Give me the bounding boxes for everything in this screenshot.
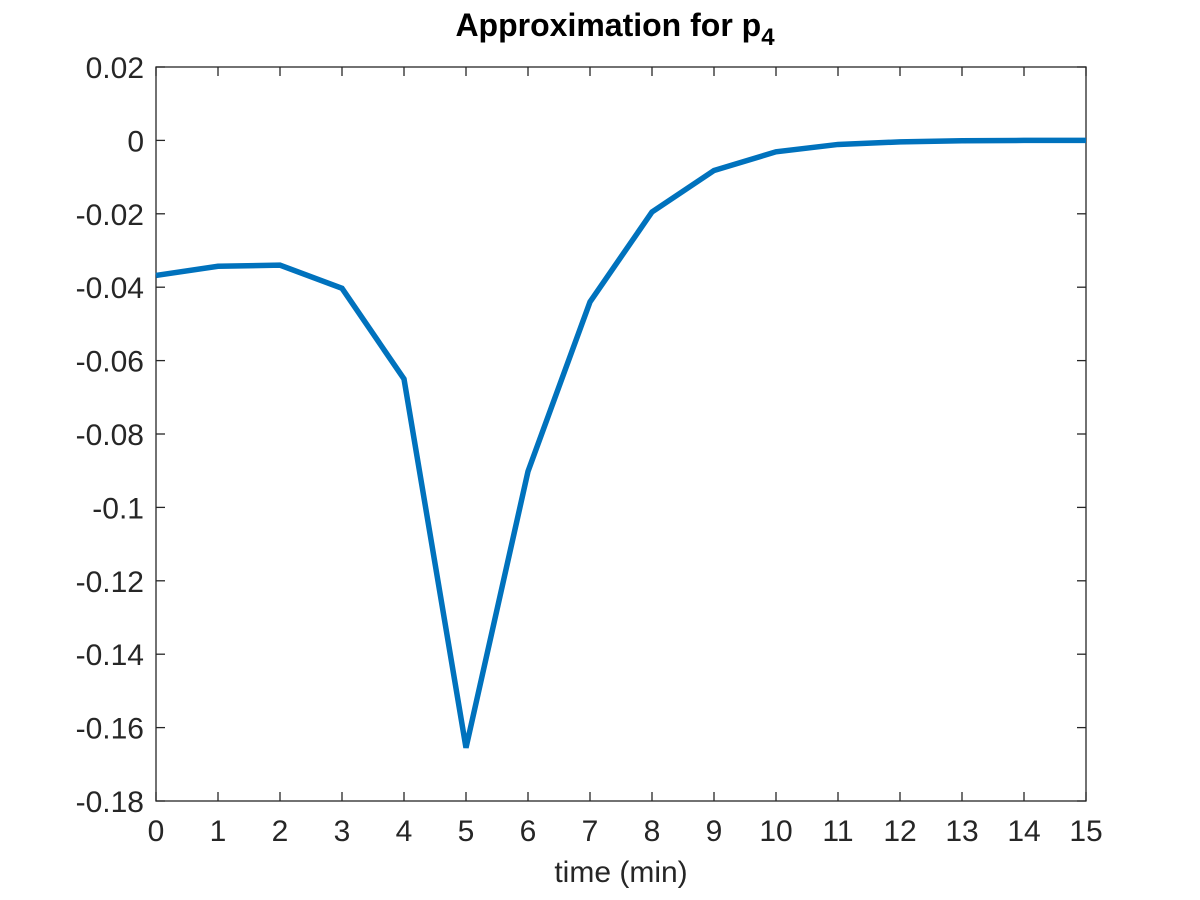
x-tick-label: 9: [706, 815, 723, 848]
y-tick-label: -0.04: [76, 272, 144, 305]
y-axis-ticks: 0.02 0 -0.02 -0.04 -0.06 -0.08 -0.1 -0.12 -0.14 -…: [76, 52, 1086, 819]
x-tick-label: 7: [582, 815, 599, 848]
y-tick-label: -0.06: [76, 346, 144, 379]
x-tick-label: 15: [1069, 815, 1102, 848]
y-tick-label: -0.08: [76, 419, 144, 452]
x-tick-label: 5: [458, 815, 475, 848]
x-axis-ticks: 0 1 2 3 4 5 6 7 8 9 10 11 12 13 14 15: [148, 67, 1103, 848]
x-tick-label: 6: [520, 815, 537, 848]
x-tick-label: 4: [396, 815, 413, 848]
x-axis-label: time (min): [554, 856, 687, 889]
series-line: [155, 137, 1086, 749]
x-tick-label: 1: [210, 815, 227, 848]
y-tick-label: -0.1: [92, 492, 144, 525]
y-tick-label: -0.02: [76, 199, 144, 232]
x-tick-label: 10: [759, 815, 792, 848]
x-tick-label: 14: [1007, 815, 1040, 848]
x-tick-label: 3: [334, 815, 351, 848]
x-tick-label: 8: [644, 815, 661, 848]
chart-title-subscript: 4: [761, 24, 775, 51]
x-tick-label: 13: [945, 815, 978, 848]
chart-title: Approximation for p4: [455, 7, 775, 51]
x-tick-label: 12: [883, 815, 916, 848]
y-tick-label: -0.14: [76, 639, 144, 672]
y-tick-label: 0.02: [86, 52, 144, 85]
x-tick-label: 0: [148, 815, 165, 848]
x-tick-label: 2: [272, 815, 289, 848]
y-tick-label: -0.16: [76, 713, 144, 746]
series-layer: [155, 137, 1086, 749]
y-tick-label: -0.12: [76, 566, 144, 599]
y-tick-label: 0: [127, 125, 144, 158]
y-tick-label: -0.18: [76, 786, 144, 819]
chart-title-text: Approximation for p: [455, 7, 761, 43]
x-tick-label: 11: [822, 815, 853, 848]
